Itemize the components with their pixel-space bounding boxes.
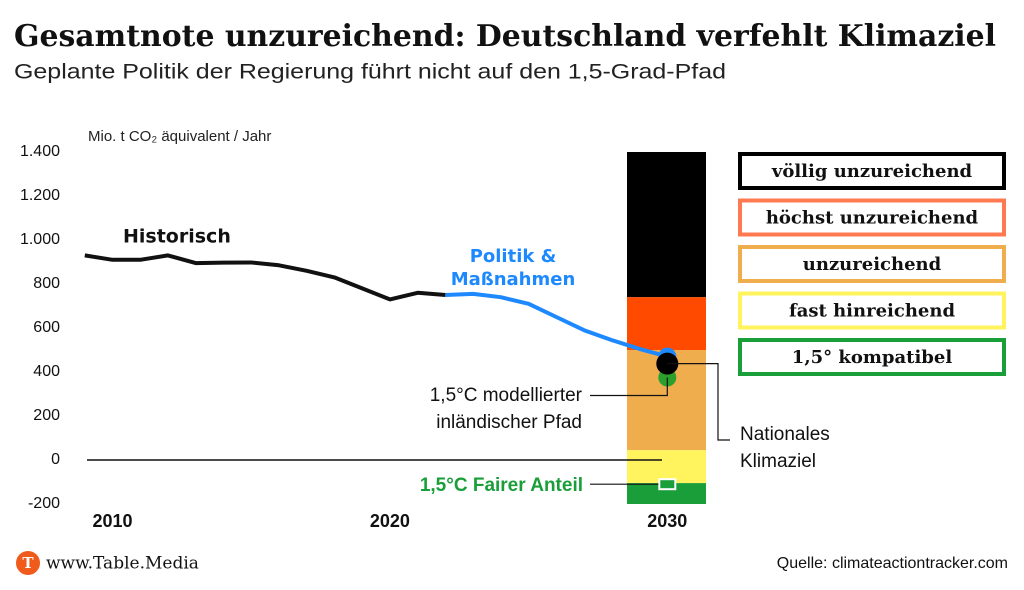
x-tick-label: 2010 bbox=[92, 511, 132, 531]
y-tick-label: 0 bbox=[51, 451, 60, 468]
series-line bbox=[445, 291, 668, 359]
rating-legend-box bbox=[738, 198, 1006, 237]
leader-line bbox=[667, 363, 730, 441]
brand: www.Table.Media bbox=[46, 554, 199, 574]
y-tick-label: 1.200 bbox=[20, 187, 60, 204]
y-tick-label: 400 bbox=[33, 363, 60, 380]
series-label: Historisch bbox=[123, 226, 231, 248]
rating-legend-box bbox=[738, 245, 1006, 283]
y-tick-label: 600 bbox=[33, 319, 60, 336]
rating-legend-label: fast hinreichend bbox=[789, 301, 955, 322]
x-tick-label: 2020 bbox=[370, 511, 410, 531]
rating-band bbox=[627, 483, 706, 504]
y-tick-label: 200 bbox=[33, 407, 60, 424]
rating-legend-box bbox=[738, 291, 1006, 330]
chart-title: Gesamtnote unzureichend: Deutschland ver… bbox=[14, 19, 996, 54]
rating-legend-label: unzureichend bbox=[803, 254, 942, 275]
marker bbox=[658, 478, 677, 491]
marker-label: 1,5°C Fairer Anteil bbox=[420, 475, 583, 496]
logo-letter: T bbox=[22, 554, 34, 572]
y-axis-label: Mio. t CO₂ äquivalent / Jahr bbox=[88, 128, 271, 145]
x-tick-label: 2030 bbox=[647, 511, 687, 531]
y-tick-label: 800 bbox=[33, 275, 60, 292]
y-tick-label: 1.400 bbox=[20, 143, 60, 160]
rating-legend-label: höchst unzureichend bbox=[766, 208, 979, 229]
rating-legend-box bbox=[738, 338, 1006, 376]
marker-label: 1,5°C modellierter bbox=[430, 385, 583, 406]
y-tick-label: 1.000 bbox=[20, 231, 60, 248]
marker-label: Klimaziel bbox=[740, 451, 816, 472]
rating-band bbox=[627, 152, 706, 298]
series-line bbox=[84, 253, 446, 302]
rating-legend-label: 1,5° kompatibel bbox=[792, 347, 953, 368]
source: Quelle: climateactiontracker.com bbox=[777, 555, 1008, 572]
rating-legend-box bbox=[738, 152, 1006, 190]
y-tick-label: -200 bbox=[28, 495, 60, 512]
marker-label: inländischer Pfad bbox=[436, 412, 582, 433]
rating-legend-label: völlig unzureichend bbox=[771, 161, 973, 182]
rating-band bbox=[627, 450, 706, 484]
logo bbox=[16, 551, 40, 575]
rating-band bbox=[627, 297, 706, 350]
chart-subtitle: Geplante Politik der Regierung führt nic… bbox=[14, 61, 726, 84]
marker-label: Nationales bbox=[740, 424, 830, 445]
leader-line bbox=[590, 377, 668, 397]
series-label: Politik & Maßnahmen bbox=[451, 246, 576, 290]
